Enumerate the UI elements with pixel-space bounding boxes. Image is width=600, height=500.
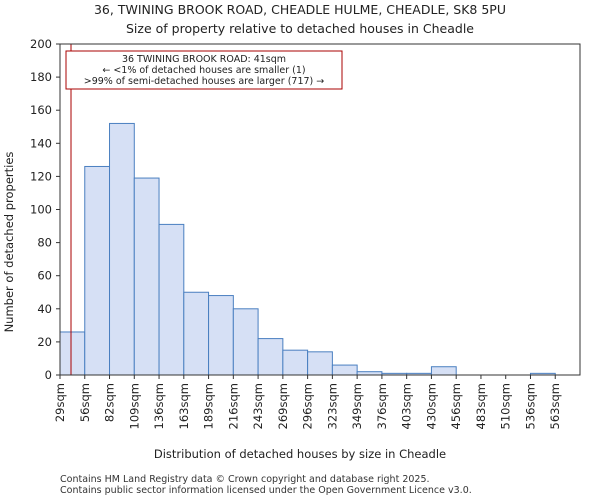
x-axis-ticks: 29sqm 56sqm 82sqm 109sqm 136sqm 163sqm 189sqm 2…	[53, 375, 562, 429]
x-tick-label: 510sqm	[499, 383, 513, 429]
x-tick-label: 430sqm	[424, 383, 438, 429]
bars	[59, 122, 556, 376]
histogram-bar	[331, 364, 358, 376]
x-tick-label: 82sqm	[103, 383, 117, 422]
x-tick-label: 243sqm	[251, 383, 265, 429]
y-axis-label: Number of detached properties	[2, 152, 16, 333]
histogram-bar	[282, 349, 309, 376]
x-tick-label: 109sqm	[127, 383, 141, 429]
x-tick-label: 216sqm	[226, 383, 240, 429]
y-tick-label: 0	[45, 368, 52, 382]
y-tick-label: 200	[30, 37, 52, 51]
x-tick-label: 483sqm	[474, 383, 488, 429]
x-tick-label: 563sqm	[548, 383, 562, 429]
y-tick-label: 60	[37, 269, 52, 283]
annotation-line-3: >99% of semi-detached houses are larger …	[84, 76, 325, 87]
chart-title: 36, TWINING BROOK ROAD, CHEADLE HULME, C…	[94, 2, 506, 17]
chart-subtitle: Size of property relative to detached ho…	[126, 21, 474, 36]
histogram-bar	[133, 177, 160, 376]
x-tick-label: 56sqm	[78, 383, 92, 422]
histogram-bar	[208, 295, 234, 376]
y-tick-label: 180	[30, 70, 52, 84]
x-tick-label: 349sqm	[350, 383, 364, 429]
x-tick-label: 163sqm	[177, 383, 191, 429]
x-tick-label: 189sqm	[202, 383, 216, 429]
annotation-line-1: 36 TWINING BROOK ROAD: 41sqm	[122, 54, 286, 65]
histogram-bar	[307, 351, 333, 376]
y-tick-label: 40	[37, 302, 52, 316]
x-axis-label: Distribution of detached houses by size …	[154, 447, 446, 461]
y-tick-label: 160	[30, 103, 52, 117]
annotation-box: 36 TWINING BROOK ROAD: 41sqm ← <1% of de…	[65, 50, 343, 90]
x-tick-label: 29sqm	[53, 383, 67, 422]
x-tick-label: 269sqm	[276, 383, 290, 429]
x-tick-label: 403sqm	[400, 383, 414, 429]
annotation-border	[65, 50, 343, 90]
footer-line-1: Contains HM Land Registry data © Crown c…	[60, 474, 430, 485]
y-tick-label: 20	[37, 335, 52, 349]
histogram-bar	[158, 223, 185, 376]
x-tick-label: 296sqm	[301, 383, 315, 429]
y-tick-label: 100	[30, 203, 52, 217]
x-tick-label: 536sqm	[523, 383, 537, 429]
x-tick-label: 323sqm	[325, 383, 339, 429]
histogram-bar	[232, 308, 259, 376]
x-tick-label: 376sqm	[375, 383, 389, 429]
x-tick-label: 456sqm	[449, 383, 463, 429]
y-axis-ticks: 0 20 40 60 80 100 120 140 160 180 200	[30, 37, 60, 382]
histogram-bar	[84, 165, 111, 376]
histogram-bar	[59, 331, 86, 376]
histogram-bar	[257, 338, 284, 376]
histogram-bar	[183, 291, 210, 376]
x-tick-label: 136sqm	[152, 383, 166, 429]
y-tick-label: 120	[30, 169, 52, 183]
annotation-line-2: ← <1% of detached houses are smaller (1)	[102, 65, 305, 76]
footer-line-2: Contains public sector information licen…	[60, 485, 472, 496]
plot-frame	[59, 43, 581, 376]
histogram-bar	[109, 122, 135, 376]
histogram-bar	[430, 366, 457, 376]
y-tick-label: 80	[37, 236, 52, 250]
y-tick-label: 140	[30, 136, 52, 150]
